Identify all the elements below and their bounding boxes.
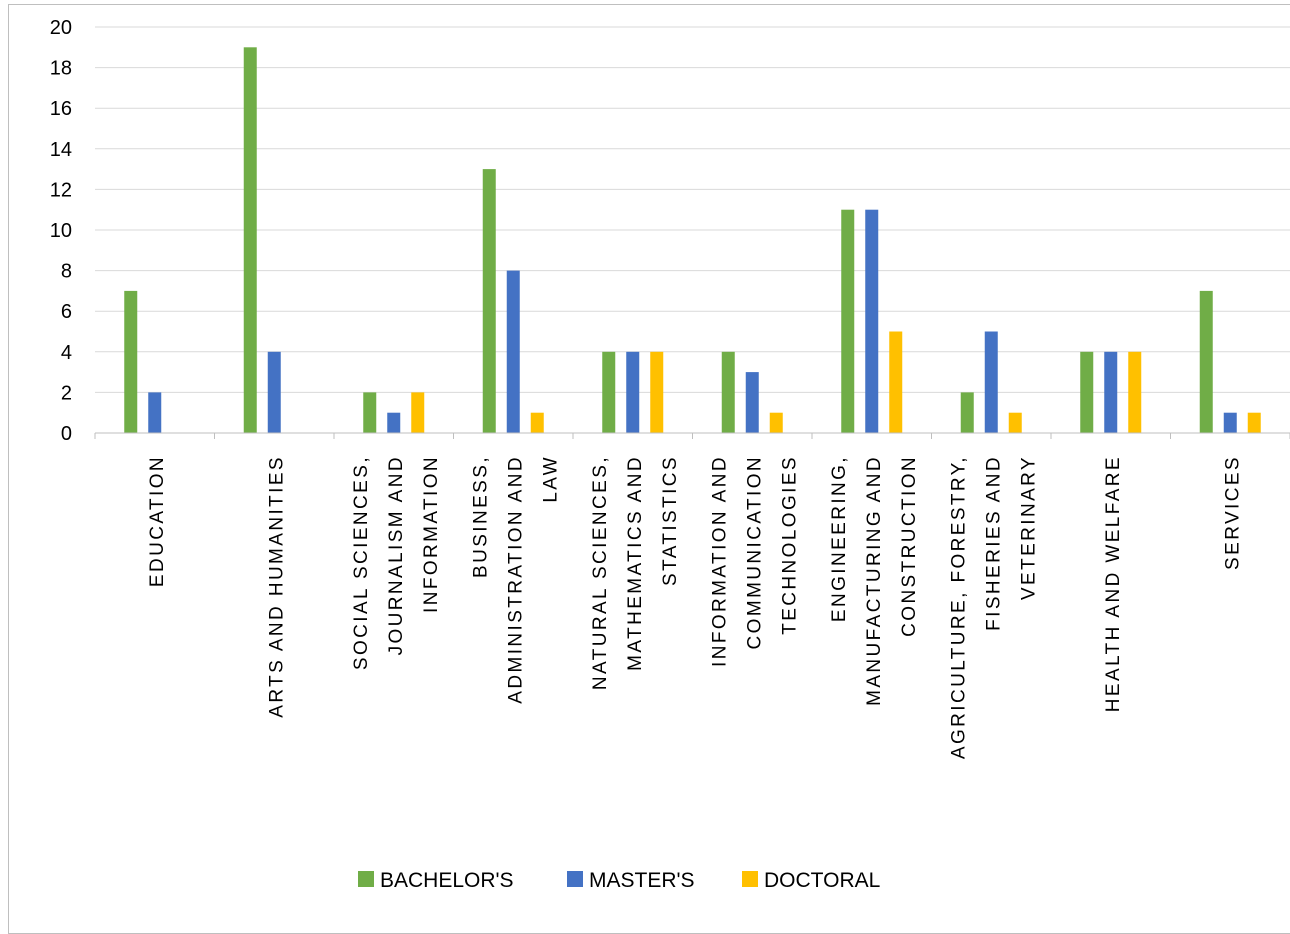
- x-category-label: SERVICES: [1222, 455, 1243, 570]
- bar: MASTER'S: 4: [1104, 351, 1118, 433]
- x-category-label-line: INFORMATION: [421, 455, 442, 613]
- legend-entry: MASTER'S: [567, 869, 695, 892]
- chart-frame: [8, 4, 1290, 934]
- legend-swatch: [567, 871, 583, 887]
- bar: BACHELOR'S: 4: [721, 351, 735, 433]
- y-tick-label: 6: [61, 301, 72, 323]
- x-category-label-line: JOURNALISM AND: [386, 455, 407, 655]
- x-category-label: ARTS AND HUMANITIES: [266, 455, 287, 718]
- y-tick-label: 0: [61, 423, 72, 445]
- legend: BACHELOR'S MASTER'S DOCTORAL: [358, 869, 880, 892]
- gridlines: [95, 26, 1290, 393]
- y-tick-label: 10: [50, 220, 72, 242]
- y-tick-label: 18: [50, 58, 72, 80]
- x-category-label-line: ENGINEERING,: [829, 455, 850, 622]
- x-category-label-line: COMMUNICATION: [744, 455, 765, 649]
- bar: DOCTORAL: 5: [889, 331, 903, 433]
- bar: MASTER'S: 2: [148, 392, 162, 433]
- x-axis-ticks: [94, 433, 1290, 439]
- x-category-label-line: VETERINARY: [1018, 455, 1039, 600]
- bar: DOCTORAL: 4: [650, 351, 664, 433]
- x-category-label-line: NATURAL SCIENCES,: [590, 455, 611, 690]
- legend-entry: BACHELOR'S: [358, 869, 514, 892]
- x-category-label-line: BUSINESS,: [470, 455, 491, 578]
- x-category-label-line: MANUFACTURING AND: [864, 455, 885, 706]
- x-category-label-line: STATISTICS: [660, 455, 681, 586]
- x-category-label-line: CONSTRUCTION: [899, 455, 920, 637]
- x-axis-category-labels: EDUCATION ARTS AND HUMANITIES SOCIAL SCIEN…: [147, 455, 1244, 759]
- x-category-label-line: INFORMATION AND: [709, 455, 730, 667]
- y-tick-label: 20: [50, 17, 72, 39]
- bar: MASTER'S: 5: [984, 331, 998, 433]
- legend-label: DOCTORAL: [764, 869, 880, 892]
- x-category-label: HEALTH AND WELFARE: [1103, 455, 1124, 712]
- x-category-label-line: MATHEMATICS AND: [625, 455, 646, 671]
- bar: MASTER'S: 4: [626, 351, 640, 433]
- x-category-label-line: ARTS AND HUMANITIES: [266, 455, 287, 718]
- bars: BACHELOR'S: 7 BACHELOR'S: 19 BACHELOR'S: 2…: [124, 47, 1261, 434]
- y-tick-label: 4: [61, 342, 72, 364]
- x-category-label: AGRICULTURE, FORESTRY, FISHERIES AND VETER…: [948, 455, 1039, 759]
- y-tick-label: 16: [50, 98, 72, 120]
- y-tick-label: 12: [50, 179, 72, 201]
- bar: BACHELOR'S: 7: [1199, 290, 1213, 433]
- x-category-label: INFORMATION AND COMMUNICATION TECHNOLOGIES: [709, 455, 800, 667]
- x-category-label: EDUCATION: [147, 455, 168, 587]
- x-category-label: BUSINESS, ADMINISTRATION AND LAW: [470, 455, 561, 704]
- y-axis-tick-labels: 0 2 4 6 8 10 12 14 16 18 20: [50, 17, 72, 445]
- bar: BACHELOR'S: 19: [243, 47, 257, 434]
- bar: DOCTORAL: 4: [1128, 351, 1142, 433]
- bar: DOCTORAL: 2: [411, 392, 425, 433]
- x-category-label-line: EDUCATION: [147, 455, 168, 587]
- bar: BACHELOR'S: 4: [602, 351, 616, 433]
- bar: DOCTORAL: 1: [769, 412, 783, 433]
- y-tick-label: 14: [50, 139, 72, 161]
- x-category-label: NATURAL SCIENCES, MATHEMATICS AND STATISTI…: [590, 455, 681, 690]
- bar: MASTER'S: 1: [1223, 412, 1237, 433]
- legend-swatch: [742, 871, 758, 887]
- x-category-label: ENGINEERING, MANUFACTURING AND CONSTRUCTIO…: [829, 455, 920, 706]
- x-category-label: SOCIAL SCIENCES, JOURNALISM AND INFORMATIO…: [351, 455, 442, 670]
- x-category-label-line: FISHERIES AND: [983, 455, 1004, 631]
- bar: BACHELOR'S: 2: [363, 392, 377, 433]
- legend-label: BACHELOR'S: [380, 869, 514, 892]
- bar: BACHELOR'S: 11: [841, 209, 855, 433]
- bar: MASTER'S: 1: [387, 412, 401, 433]
- bar: DOCTORAL: 1: [530, 412, 544, 433]
- y-tick-label: 8: [61, 261, 72, 283]
- bar: BACHELOR'S: 2: [960, 392, 974, 433]
- legend-entry: DOCTORAL: [742, 869, 880, 892]
- bar: MASTER'S: 3: [745, 372, 759, 433]
- y-tick-label: 2: [61, 382, 72, 404]
- x-category-label-line: TECHNOLOGIES: [779, 455, 800, 635]
- bar: MASTER'S: 11: [865, 209, 879, 433]
- bar: MASTER'S: 8: [506, 270, 520, 433]
- x-category-label-line: SOCIAL SCIENCES,: [351, 455, 372, 670]
- x-category-label-line: SERVICES: [1222, 455, 1243, 570]
- legend-label: MASTER'S: [589, 869, 695, 892]
- bar: DOCTORAL: 1: [1247, 412, 1261, 433]
- bar: BACHELOR'S: 13: [482, 169, 496, 433]
- bar: DOCTORAL: 1: [1008, 412, 1022, 433]
- bar: BACHELOR'S: 7: [124, 290, 138, 433]
- x-category-label-line: ADMINISTRATION AND: [505, 455, 526, 704]
- bar: MASTER'S: 4: [267, 351, 281, 433]
- legend-swatch: [358, 871, 374, 887]
- x-category-label-line: HEALTH AND WELFARE: [1103, 455, 1124, 712]
- bar: BACHELOR'S: 4: [1080, 351, 1094, 433]
- x-category-label-line: LAW: [540, 455, 561, 503]
- x-category-label-line: AGRICULTURE, FORESTRY,: [948, 455, 969, 759]
